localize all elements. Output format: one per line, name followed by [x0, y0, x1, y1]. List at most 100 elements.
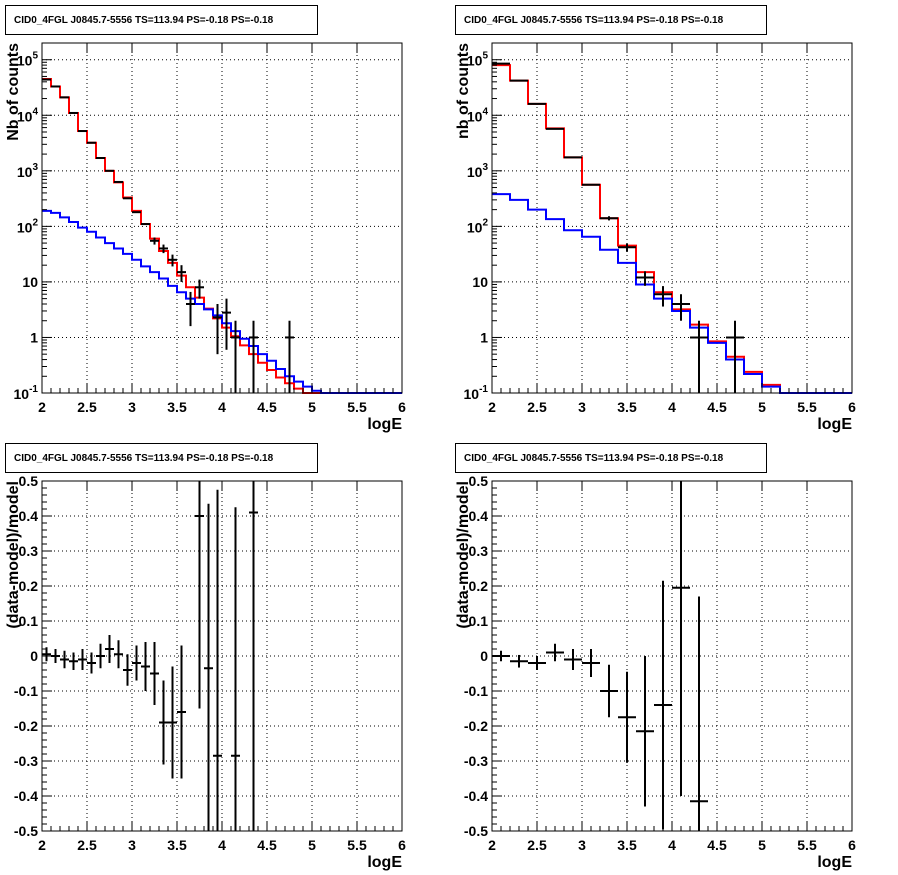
x-tick-label: 4.5 [707, 399, 727, 415]
x-axis-label: logE [367, 854, 402, 871]
data-point [195, 279, 204, 299]
data-point [528, 656, 546, 670]
y-tick-label: 103 [17, 162, 39, 180]
chart-title: CID0_4FGL J0845.7-5556 TS=113.94 PS=-0.1… [5, 5, 318, 35]
x-tick-label: 6 [398, 837, 406, 853]
data-point [672, 294, 690, 321]
x-axis-label: logE [817, 416, 852, 433]
data-point [672, 481, 690, 796]
y-tick-label-exponent: 3 [32, 162, 38, 173]
data-point [690, 320, 708, 393]
data-point [285, 320, 294, 393]
x-tick-label: 5 [758, 837, 766, 853]
x-tick-label: 4 [668, 837, 676, 853]
x-tick-label: 4 [218, 837, 226, 853]
y-tick-label: 0.1 [469, 613, 489, 629]
x-axis-label: logE [367, 416, 402, 433]
y-tick-label-exponent: 2 [482, 217, 488, 228]
x-tick-label: 3.5 [617, 837, 637, 853]
data-point [564, 649, 582, 670]
data-point [636, 271, 654, 286]
y-tick-label: 0.3 [469, 543, 489, 559]
x-tick-label: 5 [758, 399, 766, 415]
y-tick-label-base: 10 [467, 164, 483, 180]
data-point [195, 481, 204, 709]
x-tick-label: 2.5 [77, 399, 97, 415]
x-tick-label: 6 [848, 399, 856, 415]
y-tick-label: 0.4 [469, 508, 489, 524]
x-tick-label: 4.5 [707, 837, 727, 853]
y-tick-label-exponent: -1 [29, 384, 38, 395]
y-tick-label: -0.4 [464, 788, 488, 804]
chart-panel-2: 2 2.5 3 3.5 4 4.5 5 5.5 610-1110102103104105logE… [455, 42, 856, 433]
x-tick-label: 6 [398, 399, 406, 415]
y-tick-label-base: 10 [467, 108, 483, 124]
x-tick-label: 2.5 [527, 399, 547, 415]
y-tick-label: -0.1 [464, 683, 488, 699]
y-tick-label: 103 [467, 162, 489, 180]
y-tick-label-exponent: 5 [482, 51, 488, 62]
x-tick-label: 6 [848, 837, 856, 853]
data-point [636, 656, 654, 807]
x-tick-label: 3 [578, 399, 586, 415]
data-point [213, 489, 222, 831]
data-point [546, 643, 564, 662]
x-tick-label: 3.5 [167, 837, 187, 853]
y-tick-label: 0 [30, 648, 38, 664]
data-point [510, 654, 528, 668]
data-point [726, 320, 744, 393]
chart-title: CID0_4FGL J0845.7-5556 TS=113.94 PS=-0.1… [455, 443, 767, 473]
data-point [213, 304, 222, 355]
data-point [132, 645, 141, 681]
data-point [69, 652, 78, 670]
y-tick-label: 0.1 [19, 613, 39, 629]
y-tick-label: -0.1 [14, 683, 38, 699]
data-point [600, 664, 618, 718]
y-tick-label: 0.5 [469, 473, 489, 489]
y-tick-label-base: 10 [17, 53, 33, 69]
data-point [204, 503, 213, 831]
y-tick-label: 0.2 [19, 578, 39, 594]
y-tick-label: 105 [17, 51, 39, 69]
y-tick-label: -0.4 [14, 788, 38, 804]
data-point [159, 244, 168, 254]
data-point [105, 635, 114, 663]
data-point [618, 671, 636, 763]
chart-title: CID0_4FGL J0845.7-5556 TS=113.94 PS=-0.1… [5, 443, 318, 473]
x-tick-label: 3 [128, 837, 136, 853]
y-tick-label: 0.3 [19, 543, 39, 559]
y-axis-label: (data-model)/model [5, 481, 22, 629]
data-point [78, 649, 87, 670]
y-tick-label-base: 10 [17, 108, 33, 124]
data-point [222, 298, 231, 350]
y-axis-label: nb of counts [455, 43, 472, 139]
y-tick-label: 105 [467, 51, 489, 69]
data-point [582, 649, 600, 677]
data-point [654, 580, 672, 830]
y-tick-label-base: 10 [14, 386, 30, 402]
y-tick-label: -0.3 [14, 753, 38, 769]
data-point [42, 647, 51, 662]
data-point [150, 237, 159, 245]
x-tick-label: 5.5 [347, 837, 367, 853]
y-tick-label-exponent: 4 [482, 106, 488, 117]
y-tick-label: -0.3 [464, 753, 488, 769]
y-tick-label-base: 10 [464, 386, 480, 402]
x-tick-label: 3.5 [167, 399, 187, 415]
y-tick-label-base: 10 [467, 53, 483, 69]
data-point [690, 596, 708, 831]
y-tick-label: 10 [22, 274, 38, 290]
data-point [177, 265, 186, 282]
y-tick-label: -0.2 [14, 718, 38, 734]
y-tick-label: 0.5 [19, 473, 39, 489]
x-tick-label: 2 [488, 399, 496, 415]
y-tick-label: 10-1 [14, 384, 39, 402]
x-tick-label: 5 [308, 399, 316, 415]
data-point [249, 320, 258, 393]
chart-panel-3: 2 2.5 3 3.5 4 4.5 5 5.5 6 -0.5 -0.4 -0.3 -0.2 -0.1 0 0.… [5, 473, 406, 871]
y-tick-label: 0.2 [469, 578, 489, 594]
y-tick-label-exponent: 3 [482, 162, 488, 173]
x-tick-label: 5.5 [347, 399, 367, 415]
histogram-series [42, 209, 402, 394]
